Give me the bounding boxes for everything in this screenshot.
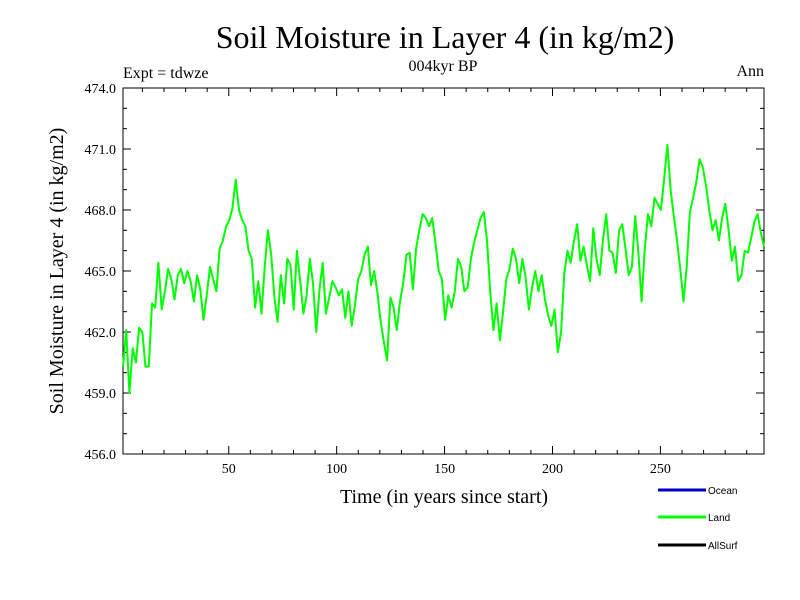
y-tick-label: 459.0 <box>85 387 117 402</box>
chart-subtitle: 004kyr BP <box>409 58 478 75</box>
y-tick-label: 474.0 <box>85 82 117 97</box>
axis-ticks <box>123 87 764 455</box>
legend-label-land: Land <box>708 513 730 524</box>
experiment-label: Expt = tdwze <box>123 65 208 82</box>
x-axis-label: Time (in years since start) <box>340 486 548 508</box>
x-tick-label: 100 <box>326 462 347 477</box>
y-tick-label: 462.0 <box>85 326 117 341</box>
axis-tick-labels: 50 100 150 200 250 456.0 459.0 462.0 465.0 468.0 4… <box>85 82 671 477</box>
x-tick-label: 250 <box>650 462 671 477</box>
y-tick-label: 465.0 <box>85 265 117 280</box>
y-tick-label: 456.0 <box>85 448 117 463</box>
y-axis-label: Soil Moisture in Layer 4 (in kg/m2) <box>46 128 68 415</box>
legend: Ocean Land AllSurf <box>658 486 738 552</box>
x-tick-label: 150 <box>434 462 455 477</box>
chart-title: Soil Moisture in Layer 4 (in kg/m2) <box>216 19 675 55</box>
x-tick-label: 50 <box>222 462 236 477</box>
season-label: Ann <box>736 63 764 80</box>
plot-area: 50 100 150 200 250 456.0 459.0 462.0 465.0 468.0 4… <box>85 82 765 477</box>
legend-label-ocean: Ocean <box>708 486 737 497</box>
plot-frame <box>122 87 765 455</box>
y-tick-label: 471.0 <box>85 143 117 158</box>
series-line-land <box>122 143 765 394</box>
series-layer <box>122 143 765 394</box>
y-tick-label: 468.0 <box>85 204 117 219</box>
x-tick-label: 200 <box>542 462 563 477</box>
legend-label-allsurf: AllSurf <box>708 541 738 552</box>
